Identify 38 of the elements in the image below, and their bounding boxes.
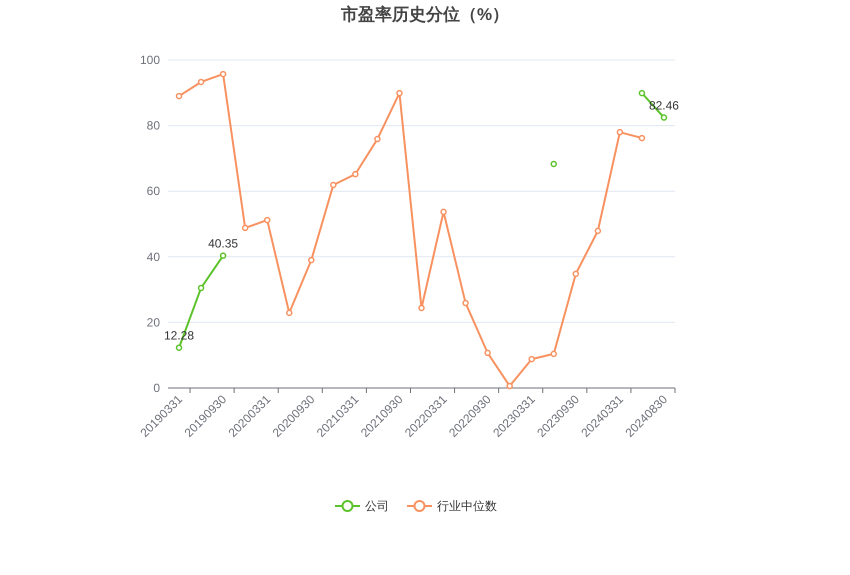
point bbox=[352, 170, 359, 178]
point bbox=[484, 350, 491, 356]
y-tick-label: 80 bbox=[146, 118, 160, 133]
point bbox=[330, 182, 337, 188]
y-tick-label: 20 bbox=[146, 315, 160, 330]
point bbox=[198, 78, 204, 86]
chart-title: 市盈率历史分位（%） bbox=[340, 5, 510, 24]
legend-label: 公司 bbox=[365, 499, 389, 513]
y-tick-label: 100 bbox=[140, 53, 160, 67]
point bbox=[220, 252, 226, 259]
point bbox=[308, 256, 315, 264]
point bbox=[550, 160, 558, 168]
point bbox=[242, 224, 248, 232]
point bbox=[528, 356, 535, 362]
point bbox=[550, 350, 558, 358]
point bbox=[176, 92, 182, 100]
point bbox=[264, 216, 270, 224]
point bbox=[594, 228, 602, 234]
point bbox=[176, 344, 182, 351]
y-tick-label: 60 bbox=[146, 184, 160, 198]
point bbox=[638, 134, 646, 142]
y-tick-label: 40 bbox=[146, 250, 160, 264]
point bbox=[374, 136, 381, 142]
point bbox=[462, 300, 469, 306]
point bbox=[220, 70, 226, 78]
point bbox=[440, 208, 447, 216]
y-tick-label: 0 bbox=[153, 381, 160, 395]
point bbox=[418, 304, 425, 312]
point bbox=[286, 310, 292, 316]
data-label: 40.35 bbox=[208, 236, 238, 251]
point bbox=[616, 128, 624, 136]
point bbox=[572, 270, 580, 278]
point bbox=[396, 90, 403, 96]
point bbox=[660, 114, 668, 121]
legend-label: 行业中位数 bbox=[437, 499, 497, 513]
point bbox=[506, 382, 513, 390]
point bbox=[198, 284, 204, 292]
point bbox=[638, 90, 646, 96]
